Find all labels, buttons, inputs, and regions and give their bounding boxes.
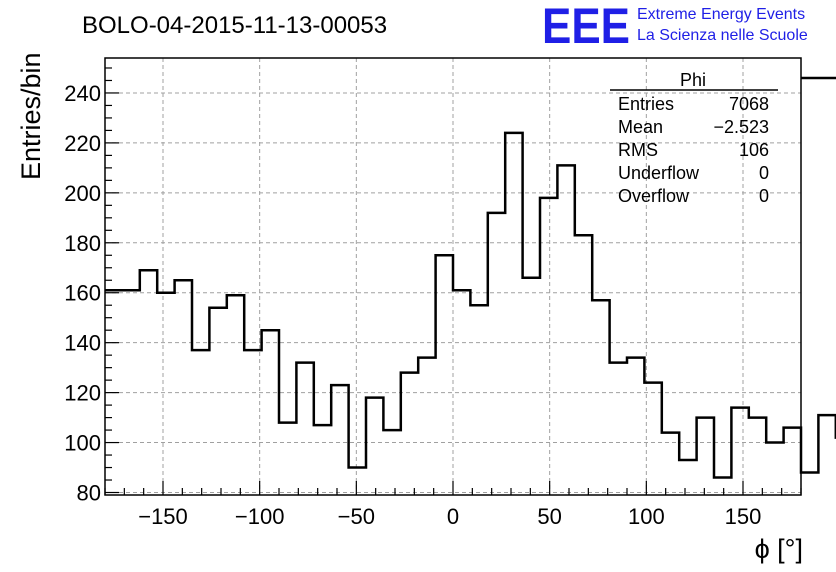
stats-box: Phi Entries 7068 Mean −2.523 RMS 106 Underflow… — [610, 70, 778, 206]
chart-title: BOLO-04-2015-11-13-00053 — [82, 12, 387, 39]
eee-logo-mark: EEE — [542, 0, 630, 54]
eee-logo-line2: La Scienza nelle Scuole — [637, 27, 808, 44]
axis-ticks: −150 −100 −50 0 50 100 150 80 100 120 140 160 180 200… — [64, 67, 802, 529]
y-tick-label: 180 — [64, 231, 101, 256]
stats-row-label: Underflow — [618, 163, 700, 183]
y-tick-label: 120 — [64, 381, 101, 406]
y-tick-label: 140 — [64, 331, 101, 356]
x-tick-label: −50 — [338, 504, 375, 529]
y-tick-label: 80 — [77, 481, 101, 506]
eee-logo: EEE Extreme Energy Events La Scienza nel… — [542, 0, 808, 54]
x-axis-title: ϕ [°] — [755, 534, 803, 564]
y-tick-label: 200 — [64, 181, 101, 206]
stats-row-label: RMS — [618, 140, 658, 160]
stats-row-value: 7068 — [729, 94, 769, 114]
stats-row-value: −2.523 — [713, 117, 769, 137]
y-axis-title: Entries/bin — [16, 52, 46, 180]
stats-row-value: 106 — [739, 140, 769, 160]
y-tick-label: 160 — [64, 281, 101, 306]
x-tick-label: 150 — [725, 504, 762, 529]
x-tick-label: 0 — [447, 504, 459, 529]
stats-row-label: Overflow — [618, 186, 690, 206]
eee-logo-line1: Extreme Energy Events — [637, 6, 805, 23]
y-tick-label: 100 — [64, 431, 101, 456]
x-tick-label: −100 — [235, 504, 285, 529]
stats-row-value: 0 — [759, 186, 769, 206]
y-tick-label: 240 — [64, 81, 101, 106]
grid-lines — [105, 58, 801, 495]
stats-row-value: 0 — [759, 163, 769, 183]
stats-row-label: Entries — [618, 94, 674, 114]
x-tick-label: 50 — [537, 504, 561, 529]
y-tick-label: 220 — [64, 131, 101, 156]
x-tick-label: −150 — [138, 504, 188, 529]
stats-row-label: Mean — [618, 117, 663, 137]
x-tick-label: 100 — [628, 504, 665, 529]
stats-box-name: Phi — [680, 70, 706, 90]
stats-rows: Entries 7068 Mean −2.523 RMS 106 Underflow 0 Ove… — [618, 94, 769, 206]
